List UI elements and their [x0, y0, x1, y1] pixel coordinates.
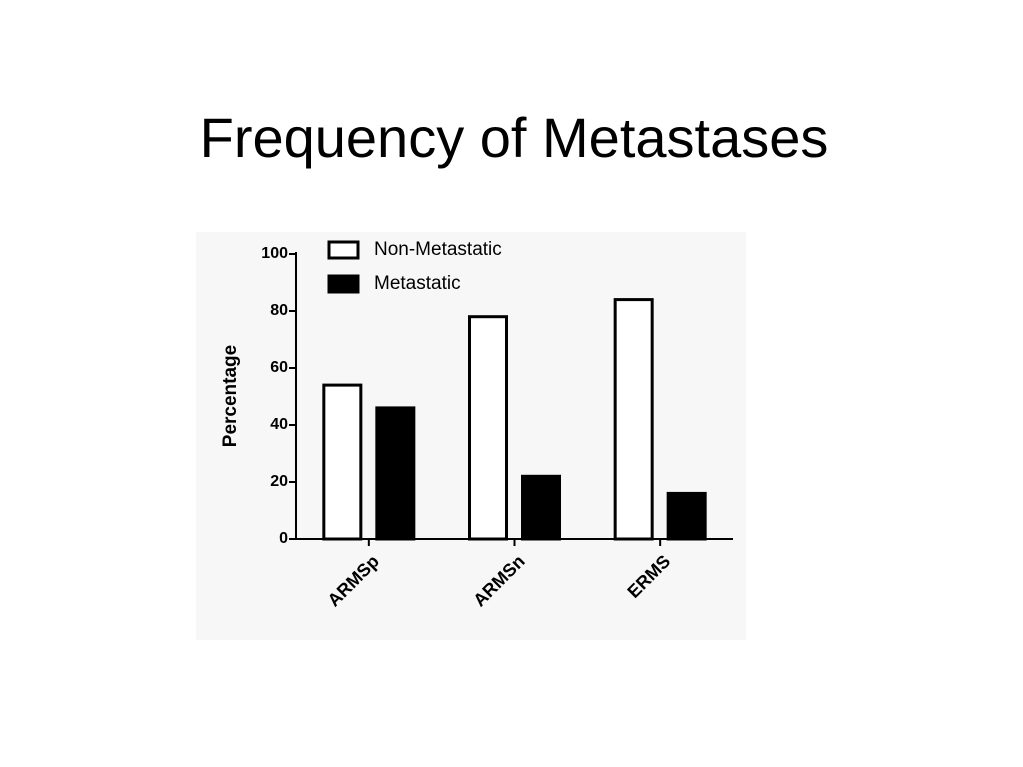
legend-swatch — [327, 240, 360, 260]
legend-swatch — [327, 274, 360, 294]
bar — [521, 474, 561, 541]
bar — [613, 298, 654, 541]
y-axis-label: Percentage — [220, 345, 241, 447]
bar — [468, 315, 508, 541]
bar — [666, 491, 707, 541]
y-tick-label: 80 — [270, 302, 288, 319]
y-tick-label: 100 — [261, 245, 288, 262]
legend-label: Metastatic — [374, 273, 461, 294]
y-tick-label: 0 — [279, 530, 288, 547]
y-tick-label: 60 — [270, 359, 288, 376]
bar — [322, 383, 363, 541]
legend-label: Non-Metastatic — [374, 239, 502, 260]
chart-title: Frequency of Metastases — [200, 106, 829, 169]
bar — [375, 406, 416, 541]
y-tick-label: 40 — [270, 416, 288, 433]
y-tick-label: 20 — [270, 473, 288, 490]
